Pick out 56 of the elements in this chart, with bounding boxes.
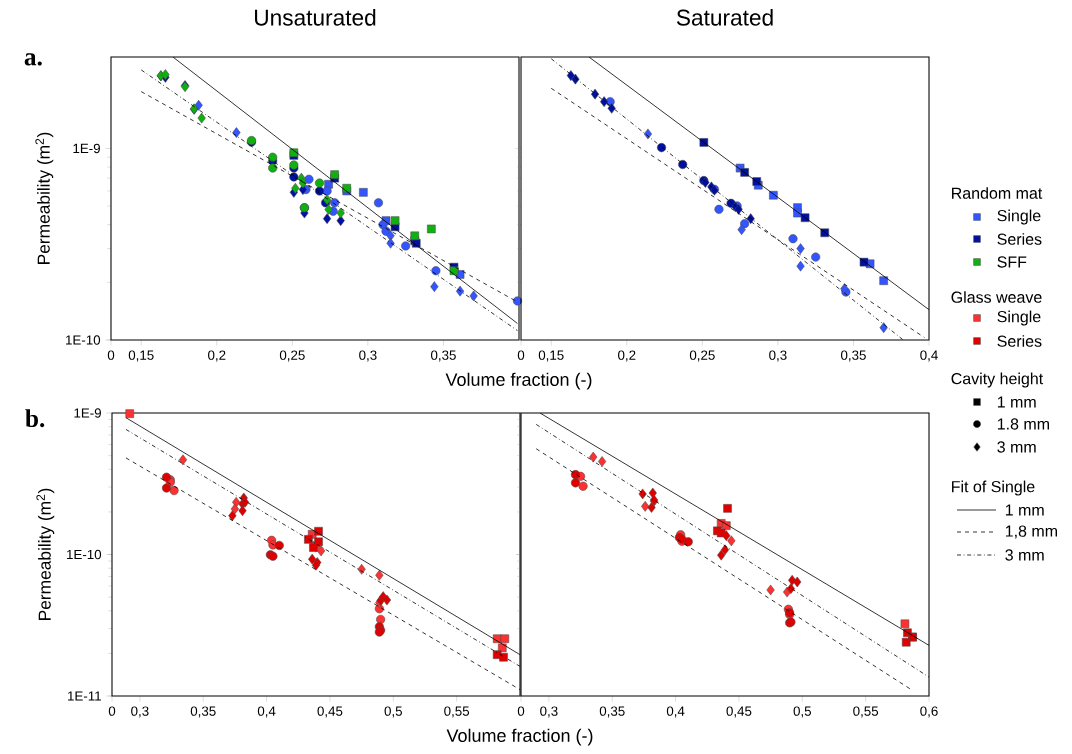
y-axis-title: Permeability (m$^{2}$) xyxy=(35,132,54,264)
text: b. xyxy=(25,409,45,428)
text: 1.8 mm xyxy=(997,418,1049,430)
x-tick-label: 0,4 xyxy=(920,350,938,362)
x-tick-label: 0,35 xyxy=(430,350,456,362)
y-tick-label: 1E-10 xyxy=(66,335,101,345)
x-tick-label: 0,2 xyxy=(208,350,226,362)
text: 1 mm xyxy=(997,396,1036,408)
text: Single xyxy=(997,209,1041,225)
y-tick-label: 1E-11 xyxy=(68,691,101,701)
text: Series xyxy=(997,233,1042,245)
text: 3 mm xyxy=(997,441,1036,453)
x-tick-label: 0 xyxy=(517,706,525,716)
x-tick-label: 0,15 xyxy=(538,350,564,362)
text: Glass weave xyxy=(951,291,1042,303)
x-tick-label: 0,4 xyxy=(257,706,276,718)
x-tick-label: 0,3 xyxy=(769,350,787,362)
x-tick-label: 0 xyxy=(107,350,115,360)
text: Random mat xyxy=(952,187,1043,199)
chart-title: Unsaturated xyxy=(255,9,376,26)
x-tick-label: 0,4 xyxy=(666,706,685,718)
x-tick-label: 0,3 xyxy=(359,350,377,362)
x-tick-label: 0,3 xyxy=(540,706,558,718)
text: 1,8 mm xyxy=(1005,525,1057,539)
x-tick-label: 0,15 xyxy=(128,350,154,362)
y-tick-label: 1E-9 xyxy=(73,143,100,154)
x-tick-label: 0,45 xyxy=(726,706,752,718)
y-tick-label: 1E-10 xyxy=(67,549,102,560)
x-tick-label: 0,55 xyxy=(853,706,879,718)
x-tick-label: 0,5 xyxy=(793,706,812,718)
x-axis-title: Volume fraction (-) xyxy=(445,372,592,390)
x-tick-label: 0,2 xyxy=(618,350,636,362)
text: a. xyxy=(24,53,42,66)
chart-title: Saturated xyxy=(676,9,773,26)
text: Single xyxy=(997,310,1041,326)
text: 1 mm xyxy=(1005,504,1044,516)
text: Series xyxy=(997,335,1042,347)
x-axis-title: Volume fraction (-) xyxy=(446,728,593,746)
x-tick-label: 0,45 xyxy=(317,706,343,718)
x-tick-label: 0,55 xyxy=(444,706,470,718)
text: Cavity height xyxy=(951,372,1044,388)
text: Fit of Single xyxy=(952,480,1035,496)
x-tick-label: 0,25 xyxy=(689,350,715,362)
x-tick-label: 0 xyxy=(108,706,116,716)
y-axis-title: Permeability (m$^{2}$) xyxy=(36,488,55,620)
text: 3 mm xyxy=(1005,549,1044,561)
x-tick-label: 0,35 xyxy=(190,706,216,718)
x-tick-label: 0 xyxy=(517,350,525,360)
x-tick-label: 0,3 xyxy=(131,706,149,718)
x-tick-label: 0,5 xyxy=(384,706,403,718)
x-tick-label: 0,35 xyxy=(599,706,625,718)
x-tick-label: 0,35 xyxy=(841,350,866,362)
x-tick-label: 0,6 xyxy=(920,706,938,718)
text: SFF xyxy=(997,256,1027,268)
x-tick-label: 0,25 xyxy=(279,350,305,362)
y-tick-label: 1E-9 xyxy=(74,408,101,418)
